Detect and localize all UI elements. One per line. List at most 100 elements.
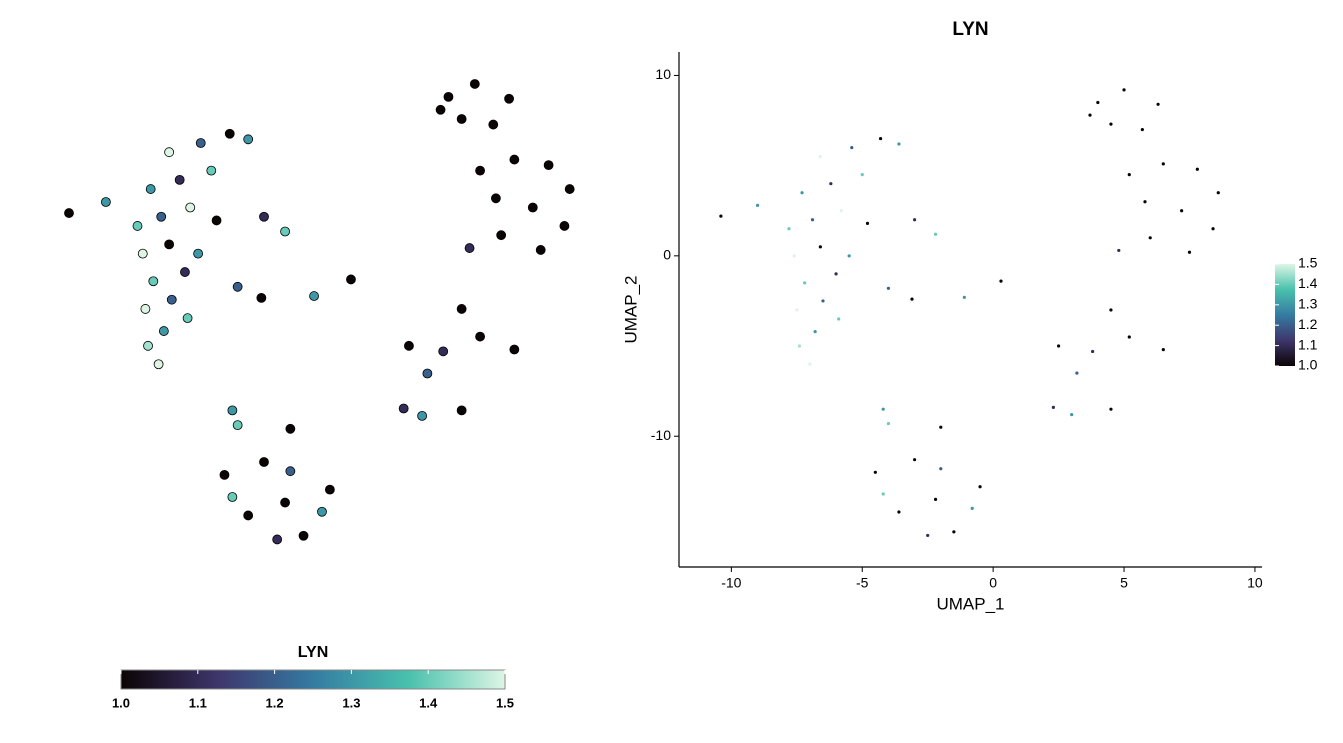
cell-point bbox=[797, 344, 802, 348]
cell-point bbox=[1075, 371, 1079, 375]
cell-point bbox=[280, 226, 290, 237]
cell-point bbox=[1156, 102, 1160, 106]
colorbar-tick-label: 1.5 bbox=[1298, 255, 1318, 271]
cell-point bbox=[800, 191, 804, 195]
cell-point bbox=[829, 182, 833, 186]
cell-point bbox=[1143, 200, 1147, 204]
cell-point bbox=[140, 304, 151, 314]
cell-point bbox=[999, 279, 1003, 283]
cell-point bbox=[1216, 191, 1220, 195]
cell-point bbox=[1140, 127, 1144, 132]
cell-point bbox=[878, 136, 883, 141]
cell-point bbox=[913, 218, 917, 222]
cell-point bbox=[978, 485, 982, 489]
cell-point bbox=[443, 91, 454, 102]
cell-point bbox=[897, 510, 901, 514]
cell-point bbox=[259, 211, 269, 222]
cell-point bbox=[1109, 308, 1113, 312]
cell-point bbox=[285, 466, 296, 477]
cell-point bbox=[1187, 250, 1192, 254]
cell-point bbox=[1127, 335, 1131, 339]
cell-point bbox=[897, 142, 901, 146]
cell-point bbox=[1161, 162, 1165, 166]
cell-point bbox=[926, 533, 930, 538]
cell-point bbox=[232, 420, 243, 431]
cell-point bbox=[488, 119, 499, 130]
cell-point bbox=[787, 227, 791, 231]
cell-point bbox=[1148, 236, 1152, 240]
cell-point bbox=[456, 304, 467, 314]
cell-point bbox=[195, 138, 206, 148]
cell-point bbox=[280, 497, 290, 508]
cell-point bbox=[1180, 209, 1184, 213]
colorbar bbox=[120, 669, 506, 690]
y-axis-label: UMAP_2 bbox=[621, 275, 640, 343]
cell-point bbox=[243, 134, 254, 145]
colorbar bbox=[1275, 264, 1295, 366]
cell-point bbox=[504, 93, 514, 104]
cell-point bbox=[64, 208, 74, 218]
cell-point bbox=[180, 267, 190, 277]
cell-point bbox=[182, 313, 193, 324]
cell-point bbox=[792, 254, 796, 258]
cell-point bbox=[913, 458, 917, 462]
cell-point bbox=[850, 146, 854, 150]
cell-point bbox=[535, 245, 546, 255]
cell-point bbox=[1211, 227, 1215, 231]
cell-point bbox=[509, 344, 520, 355]
cell-point bbox=[456, 114, 467, 124]
cell-point bbox=[417, 410, 428, 421]
cell-point bbox=[810, 218, 815, 222]
cell-point bbox=[404, 340, 414, 351]
cell-point bbox=[1070, 412, 1074, 417]
colorbar-tick-label: 1.2 bbox=[266, 695, 284, 710]
colorbar-tick-label: 1.3 bbox=[342, 695, 360, 710]
cell-point bbox=[309, 291, 319, 301]
colorbar-tick-label: 1.3 bbox=[1298, 296, 1318, 312]
cell-point bbox=[939, 467, 943, 471]
cell-point bbox=[224, 128, 235, 139]
cell-point bbox=[422, 368, 433, 379]
cell-point bbox=[1091, 349, 1095, 354]
y-tick-label: 0 bbox=[663, 247, 671, 263]
cell-point bbox=[193, 248, 204, 259]
cell-point bbox=[821, 299, 825, 303]
x-tick-label: -10 bbox=[721, 575, 741, 591]
cell-point bbox=[933, 232, 938, 236]
cell-point bbox=[808, 362, 812, 366]
cell-point bbox=[496, 230, 507, 241]
cell-point bbox=[285, 423, 296, 434]
x-tick-label: -5 bbox=[856, 575, 869, 591]
cell-point bbox=[1056, 344, 1061, 348]
cell-point bbox=[970, 506, 974, 510]
chart-title: LYN bbox=[952, 19, 988, 40]
cell-point bbox=[256, 292, 267, 303]
cell-point bbox=[834, 272, 838, 276]
colorbar-tick-label: 1.0 bbox=[1298, 357, 1318, 373]
y-tick-label: -10 bbox=[651, 427, 671, 443]
cell-point bbox=[259, 457, 269, 467]
cell-point bbox=[543, 160, 554, 171]
cell-point bbox=[755, 203, 760, 207]
cell-point bbox=[464, 243, 475, 253]
cell-point bbox=[148, 276, 159, 287]
cell-point bbox=[719, 214, 723, 218]
cell-point bbox=[298, 530, 309, 541]
cell-point bbox=[527, 202, 538, 213]
colorbar-tick-label: 1.4 bbox=[419, 695, 438, 710]
cell-point bbox=[886, 286, 891, 290]
cell-point bbox=[813, 329, 817, 334]
cell-point bbox=[324, 484, 335, 495]
cell-point bbox=[100, 197, 111, 207]
cell-point bbox=[137, 248, 148, 259]
colorbar-tick-label: 1.1 bbox=[189, 695, 207, 710]
cell-point bbox=[1122, 88, 1126, 92]
colorbar-tick-label: 1.0 bbox=[112, 695, 130, 710]
cell-point bbox=[438, 346, 449, 357]
cell-point bbox=[1117, 248, 1121, 253]
cell-point bbox=[1127, 173, 1131, 177]
colorbar-tick-label: 1.1 bbox=[1298, 336, 1318, 352]
cell-point bbox=[166, 294, 177, 305]
cell-point bbox=[469, 79, 480, 89]
cell-point bbox=[933, 497, 938, 501]
